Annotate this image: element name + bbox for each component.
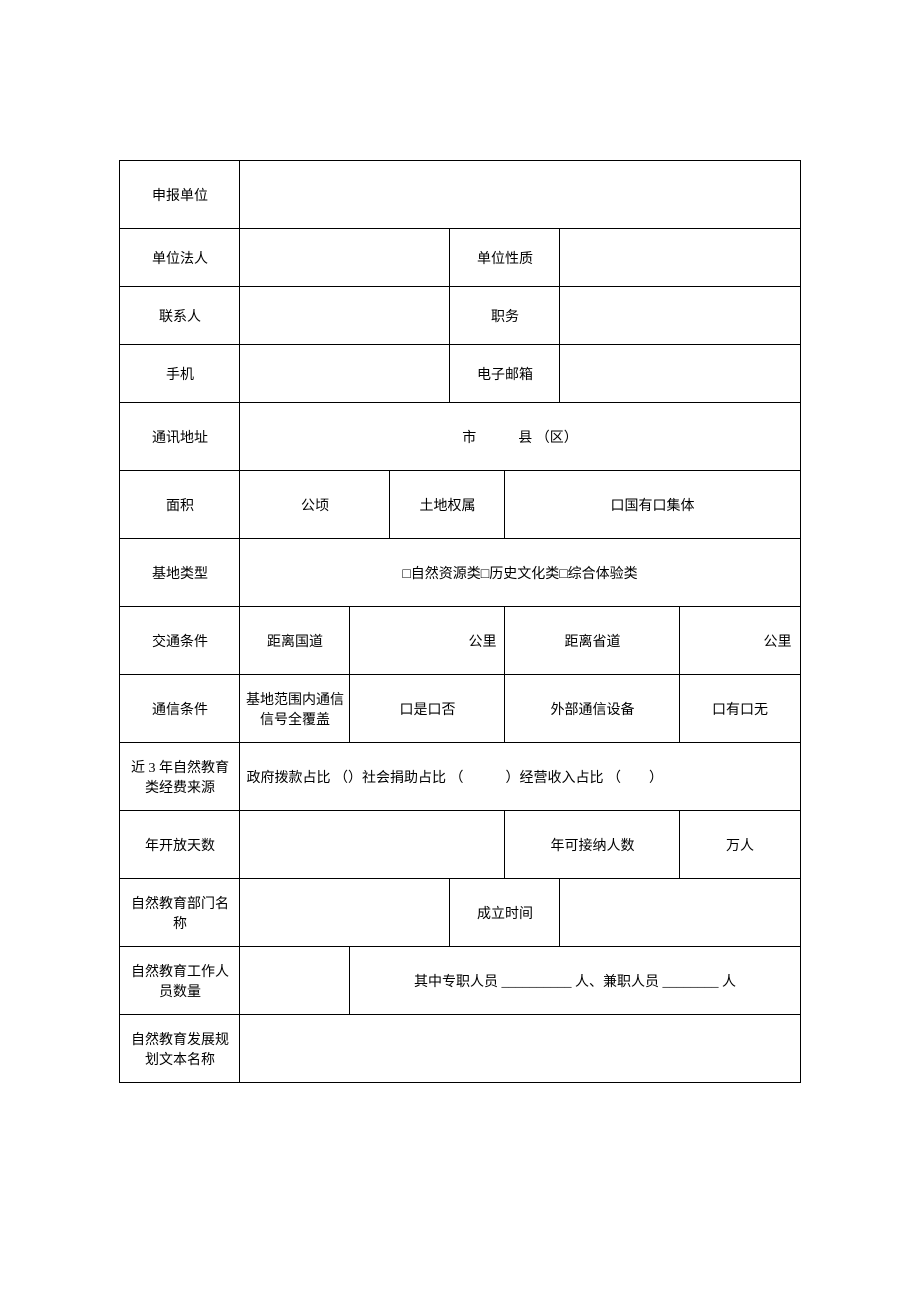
table-row: 自然教育工作人员数量 其中专职人员 __________ 人、兼职人员 ____… bbox=[120, 947, 800, 1015]
table-row: 自然教育发展规划文本名称 bbox=[120, 1015, 800, 1083]
table-row: 自然教育部门名称 成立时间 bbox=[120, 879, 800, 947]
value-mobile bbox=[240, 345, 450, 403]
table-row: 近 3 年自然教育类经费来源 政府拨款占比 （）社会捐助占比 （ ）经营收入占比… bbox=[120, 743, 800, 811]
value-capacity-unit: 万人 bbox=[680, 811, 800, 879]
value-land-ownership-options: 口国有口集体 bbox=[505, 471, 800, 539]
value-contact-person bbox=[240, 287, 450, 345]
label-traffic-conditions: 交通条件 bbox=[120, 607, 240, 675]
label-land-ownership: 土地权属 bbox=[390, 471, 505, 539]
value-yes-no: 口是口否 bbox=[350, 675, 505, 743]
label-position: 职务 bbox=[450, 287, 560, 345]
value-plan-doc-name bbox=[240, 1015, 800, 1083]
label-applicant-unit: 申报单位 bbox=[120, 161, 240, 229]
value-email bbox=[560, 345, 800, 403]
table-row: 单位法人 单位性质 bbox=[120, 229, 800, 287]
value-staff-detail: 其中专职人员 __________ 人、兼职人员 ________ 人 bbox=[350, 947, 800, 1015]
table-row: 年开放天数 年可接纳人数 万人 bbox=[120, 811, 800, 879]
value-open-days bbox=[240, 811, 505, 879]
label-email: 电子邮箱 bbox=[450, 345, 560, 403]
label-external-comm-equipment: 外部通信设备 bbox=[505, 675, 680, 743]
table-row: 基地类型 □自然资源类□历史文化类□综合体验类 bbox=[120, 539, 800, 607]
value-unit-nature bbox=[560, 229, 800, 287]
label-funding-source: 近 3 年自然教育类经费来源 bbox=[120, 743, 240, 811]
label-annual-capacity: 年可接纳人数 bbox=[505, 811, 680, 879]
table-row: 通讯地址 市 县 （区） bbox=[120, 403, 800, 471]
label-address: 通讯地址 bbox=[120, 403, 240, 471]
label-plan-doc-name: 自然教育发展规划文本名称 bbox=[120, 1015, 240, 1083]
label-contact-person: 联系人 bbox=[120, 287, 240, 345]
value-establishment-time bbox=[560, 879, 800, 947]
table-row: 手机 电子邮箱 bbox=[120, 345, 800, 403]
value-dept-name bbox=[240, 879, 450, 947]
table-row: 申报单位 bbox=[120, 161, 800, 229]
label-distance-national-road: 距离国道 bbox=[240, 607, 350, 675]
value-have-none: 口有口无 bbox=[680, 675, 800, 743]
value-base-type-options: □自然资源类□历史文化类□综合体验类 bbox=[240, 539, 800, 607]
value-area-unit: 公顷 bbox=[240, 471, 390, 539]
label-base-type: 基地类型 bbox=[120, 539, 240, 607]
label-mobile: 手机 bbox=[120, 345, 240, 403]
label-staff-count: 自然教育工作人员数量 bbox=[120, 947, 240, 1015]
label-open-days: 年开放天数 bbox=[120, 811, 240, 879]
table-row: 联系人 职务 bbox=[120, 287, 800, 345]
value-funding-ratio: 政府拨款占比 （）社会捐助占比 （ ）经营收入占比 （ ） bbox=[240, 743, 800, 811]
label-signal-coverage: 基地范围内通信信号全覆盖 bbox=[240, 675, 350, 743]
label-unit-nature: 单位性质 bbox=[450, 229, 560, 287]
value-applicant-unit bbox=[240, 161, 800, 229]
value-unit-legal-person bbox=[240, 229, 450, 287]
label-establishment-time: 成立时间 bbox=[450, 879, 560, 947]
label-area: 面积 bbox=[120, 471, 240, 539]
application-form-table: 申报单位 单位法人 单位性质 联系人 职务 手机 电子邮箱 通讯地址 市 县 （… bbox=[119, 160, 800, 1083]
value-provincial-km: 公里 bbox=[680, 607, 800, 675]
label-dept-name: 自然教育部门名称 bbox=[120, 879, 240, 947]
value-position bbox=[560, 287, 800, 345]
label-unit-legal-person: 单位法人 bbox=[120, 229, 240, 287]
label-communication-conditions: 通信条件 bbox=[120, 675, 240, 743]
table-row: 面积 公顷 土地权属 口国有口集体 bbox=[120, 471, 800, 539]
table-row: 交通条件 距离国道 公里 距离省道 公里 bbox=[120, 607, 800, 675]
value-staff-count bbox=[240, 947, 350, 1015]
value-address: 市 县 （区） bbox=[240, 403, 800, 471]
label-distance-provincial-road: 距离省道 bbox=[505, 607, 680, 675]
value-national-km: 公里 bbox=[350, 607, 505, 675]
table-row: 通信条件 基地范围内通信信号全覆盖 口是口否 外部通信设备 口有口无 bbox=[120, 675, 800, 743]
